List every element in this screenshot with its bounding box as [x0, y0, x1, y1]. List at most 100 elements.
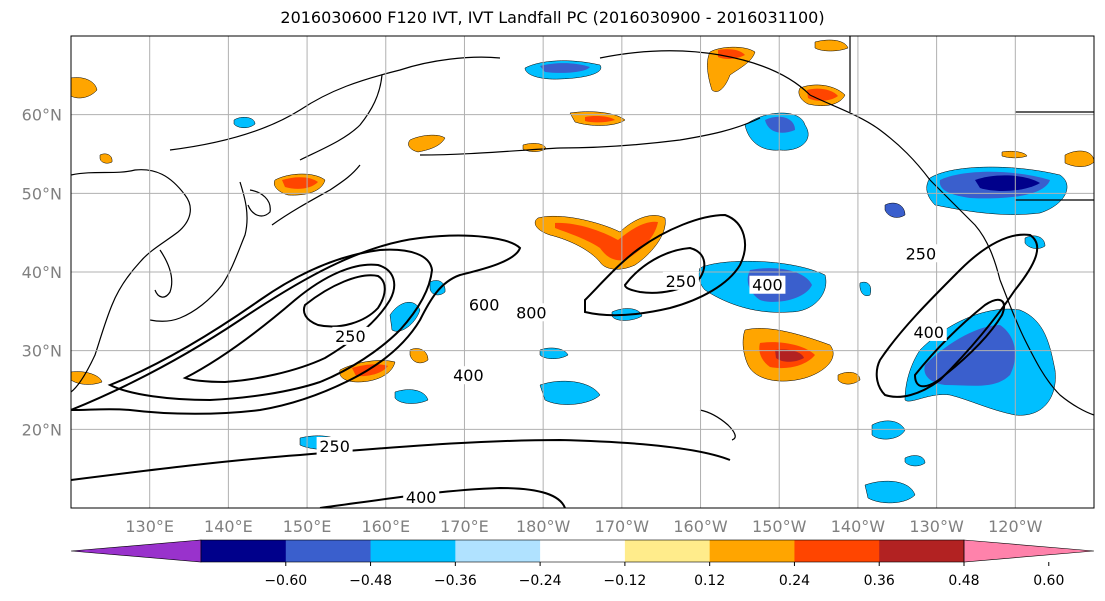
contour-label: 400	[453, 366, 484, 385]
contour-label-bg	[466, 295, 503, 314]
map-frame	[70, 35, 1095, 509]
warm-field-small-1	[409, 348, 429, 364]
warm-field-small-2	[837, 372, 861, 385]
blue-field-bering-core	[540, 63, 590, 73]
blue-field-small-14	[904, 455, 926, 467]
contour-400-central	[623, 246, 706, 294]
hokkaido-coast	[247, 189, 271, 217]
warm-field-west-edge	[71, 77, 98, 99]
contour-label: 250	[906, 244, 937, 263]
warm-field-alaska	[707, 46, 756, 92]
contour-label: 250	[319, 437, 350, 456]
latitude-label: 20°N	[22, 420, 62, 439]
contour-600-west	[182, 263, 396, 384]
blue-field-small-11	[233, 116, 256, 128]
blue-field-small-9	[884, 202, 906, 218]
colorbar-box	[540, 540, 626, 562]
latitude-label: 50°N	[22, 184, 62, 203]
blue-field-small-3	[539, 380, 601, 405]
longitude-labels: 130°E 140°E 150°E 160°E 170°E 180°W 170°W 160°W…	[125, 517, 1042, 536]
longitude-label: 150°E	[283, 517, 332, 536]
colorbar-box	[201, 540, 287, 562]
longitude-label: 160°E	[361, 517, 410, 536]
blue-field-small-12	[1024, 235, 1046, 249]
longitude-label: 140°E	[204, 517, 253, 536]
kuril-coast	[271, 164, 361, 226]
contour-label: 400	[913, 323, 944, 342]
warm-field-east-inner	[775, 349, 804, 362]
coastlines	[71, 36, 1094, 441]
latitude-label: 40°N	[22, 263, 62, 282]
longitude-label: 130°E	[125, 517, 174, 536]
contour-label-bg	[902, 244, 939, 263]
contour-label: 400	[406, 488, 437, 507]
warm-field-small-6	[99, 153, 113, 164]
korea-coast	[154, 249, 173, 298]
latitude-label: 60°N	[22, 106, 62, 125]
contour-250-central	[584, 213, 746, 317]
map-title: 2016030600 F120 IVT, IVT Landfall PC (20…	[280, 8, 825, 27]
contour-label-bg	[316, 437, 353, 455]
colorbar-tick-label: 0.12	[694, 573, 725, 589]
warm-field-small-3	[71, 371, 103, 385]
map-panel: 250 600 800 400 250 400 250 400 250 400	[71, 36, 1094, 508]
usa-coast	[999, 279, 1094, 416]
blue-field-gulf-alaska-core	[765, 116, 795, 133]
gridlines	[71, 36, 1094, 508]
colorbar-box	[709, 540, 795, 562]
colorbar-tick-label: −0.60	[264, 573, 307, 589]
warm-field-small-5	[1001, 150, 1028, 159]
colorbar-tick-label: −0.36	[434, 573, 477, 589]
blue-field-small-4	[389, 302, 421, 332]
colorbar-tick-label: −0.48	[349, 573, 392, 589]
colorbar-tick-label: 0.48	[948, 573, 979, 589]
warm-field-bc-north	[1064, 150, 1094, 167]
warm-field-north-2-core	[585, 116, 615, 123]
colorbar-box	[879, 540, 965, 562]
contour-400-east	[913, 298, 1005, 388]
blue-field-small-13	[859, 281, 871, 296]
warm-field-kamchatka-core	[282, 177, 318, 189]
colorbar-box	[455, 540, 541, 562]
asia-coast	[71, 169, 191, 393]
longitude-label: 170°E	[440, 517, 489, 536]
blue-field-small-1	[871, 420, 906, 440]
colorbar-box	[624, 540, 711, 562]
colorbar-extend-low	[70, 539, 202, 563]
aleutian-chain	[419, 117, 761, 156]
longitude-label: 160°W	[673, 517, 728, 536]
contour-800-west	[302, 274, 386, 328]
colorbar-tick-label: 0.36	[864, 573, 895, 589]
canada-border	[849, 36, 1094, 201]
longitude-label: 150°W	[752, 517, 807, 536]
contour-label-bg	[749, 275, 786, 294]
contour-label-bg	[450, 366, 487, 385]
warm-field-alaska-core	[718, 49, 745, 60]
colorbar-box	[285, 540, 372, 562]
alaska-coast	[599, 50, 931, 181]
colorbar-tick-label: −0.12	[603, 573, 646, 589]
contour-250-west	[71, 234, 522, 415]
contour-labels: 250 600 800 400 250 400 250 400 250 400	[316, 244, 947, 507]
warm-field-north-1	[814, 39, 849, 52]
longitude-label: 120°W	[988, 517, 1043, 536]
latitude-labels: 60°N 50°N 40°N 30°N 20°N	[22, 106, 62, 440]
colorbar-tick-label: 0.60	[1033, 573, 1064, 589]
longitude-label: 180°W	[516, 517, 571, 536]
contour-label: 250	[666, 272, 697, 291]
warm-field-siberia	[408, 134, 446, 153]
contour-label-bg	[513, 303, 550, 322]
longitude-label: 170°W	[595, 517, 650, 536]
contour-label-bg	[662, 271, 699, 290]
blue-field-small-5	[394, 389, 429, 404]
shading-layer	[71, 39, 1094, 504]
contour-label: 400	[752, 276, 783, 295]
longitude-label: 140°W	[831, 517, 886, 536]
contour-250-east	[875, 233, 1039, 398]
colorbar-box	[794, 540, 880, 562]
contour-250-south	[71, 438, 731, 481]
colorbar-extend-high	[963, 539, 1095, 563]
siberia-coast	[169, 56, 501, 151]
contour-label: 250	[335, 327, 366, 346]
